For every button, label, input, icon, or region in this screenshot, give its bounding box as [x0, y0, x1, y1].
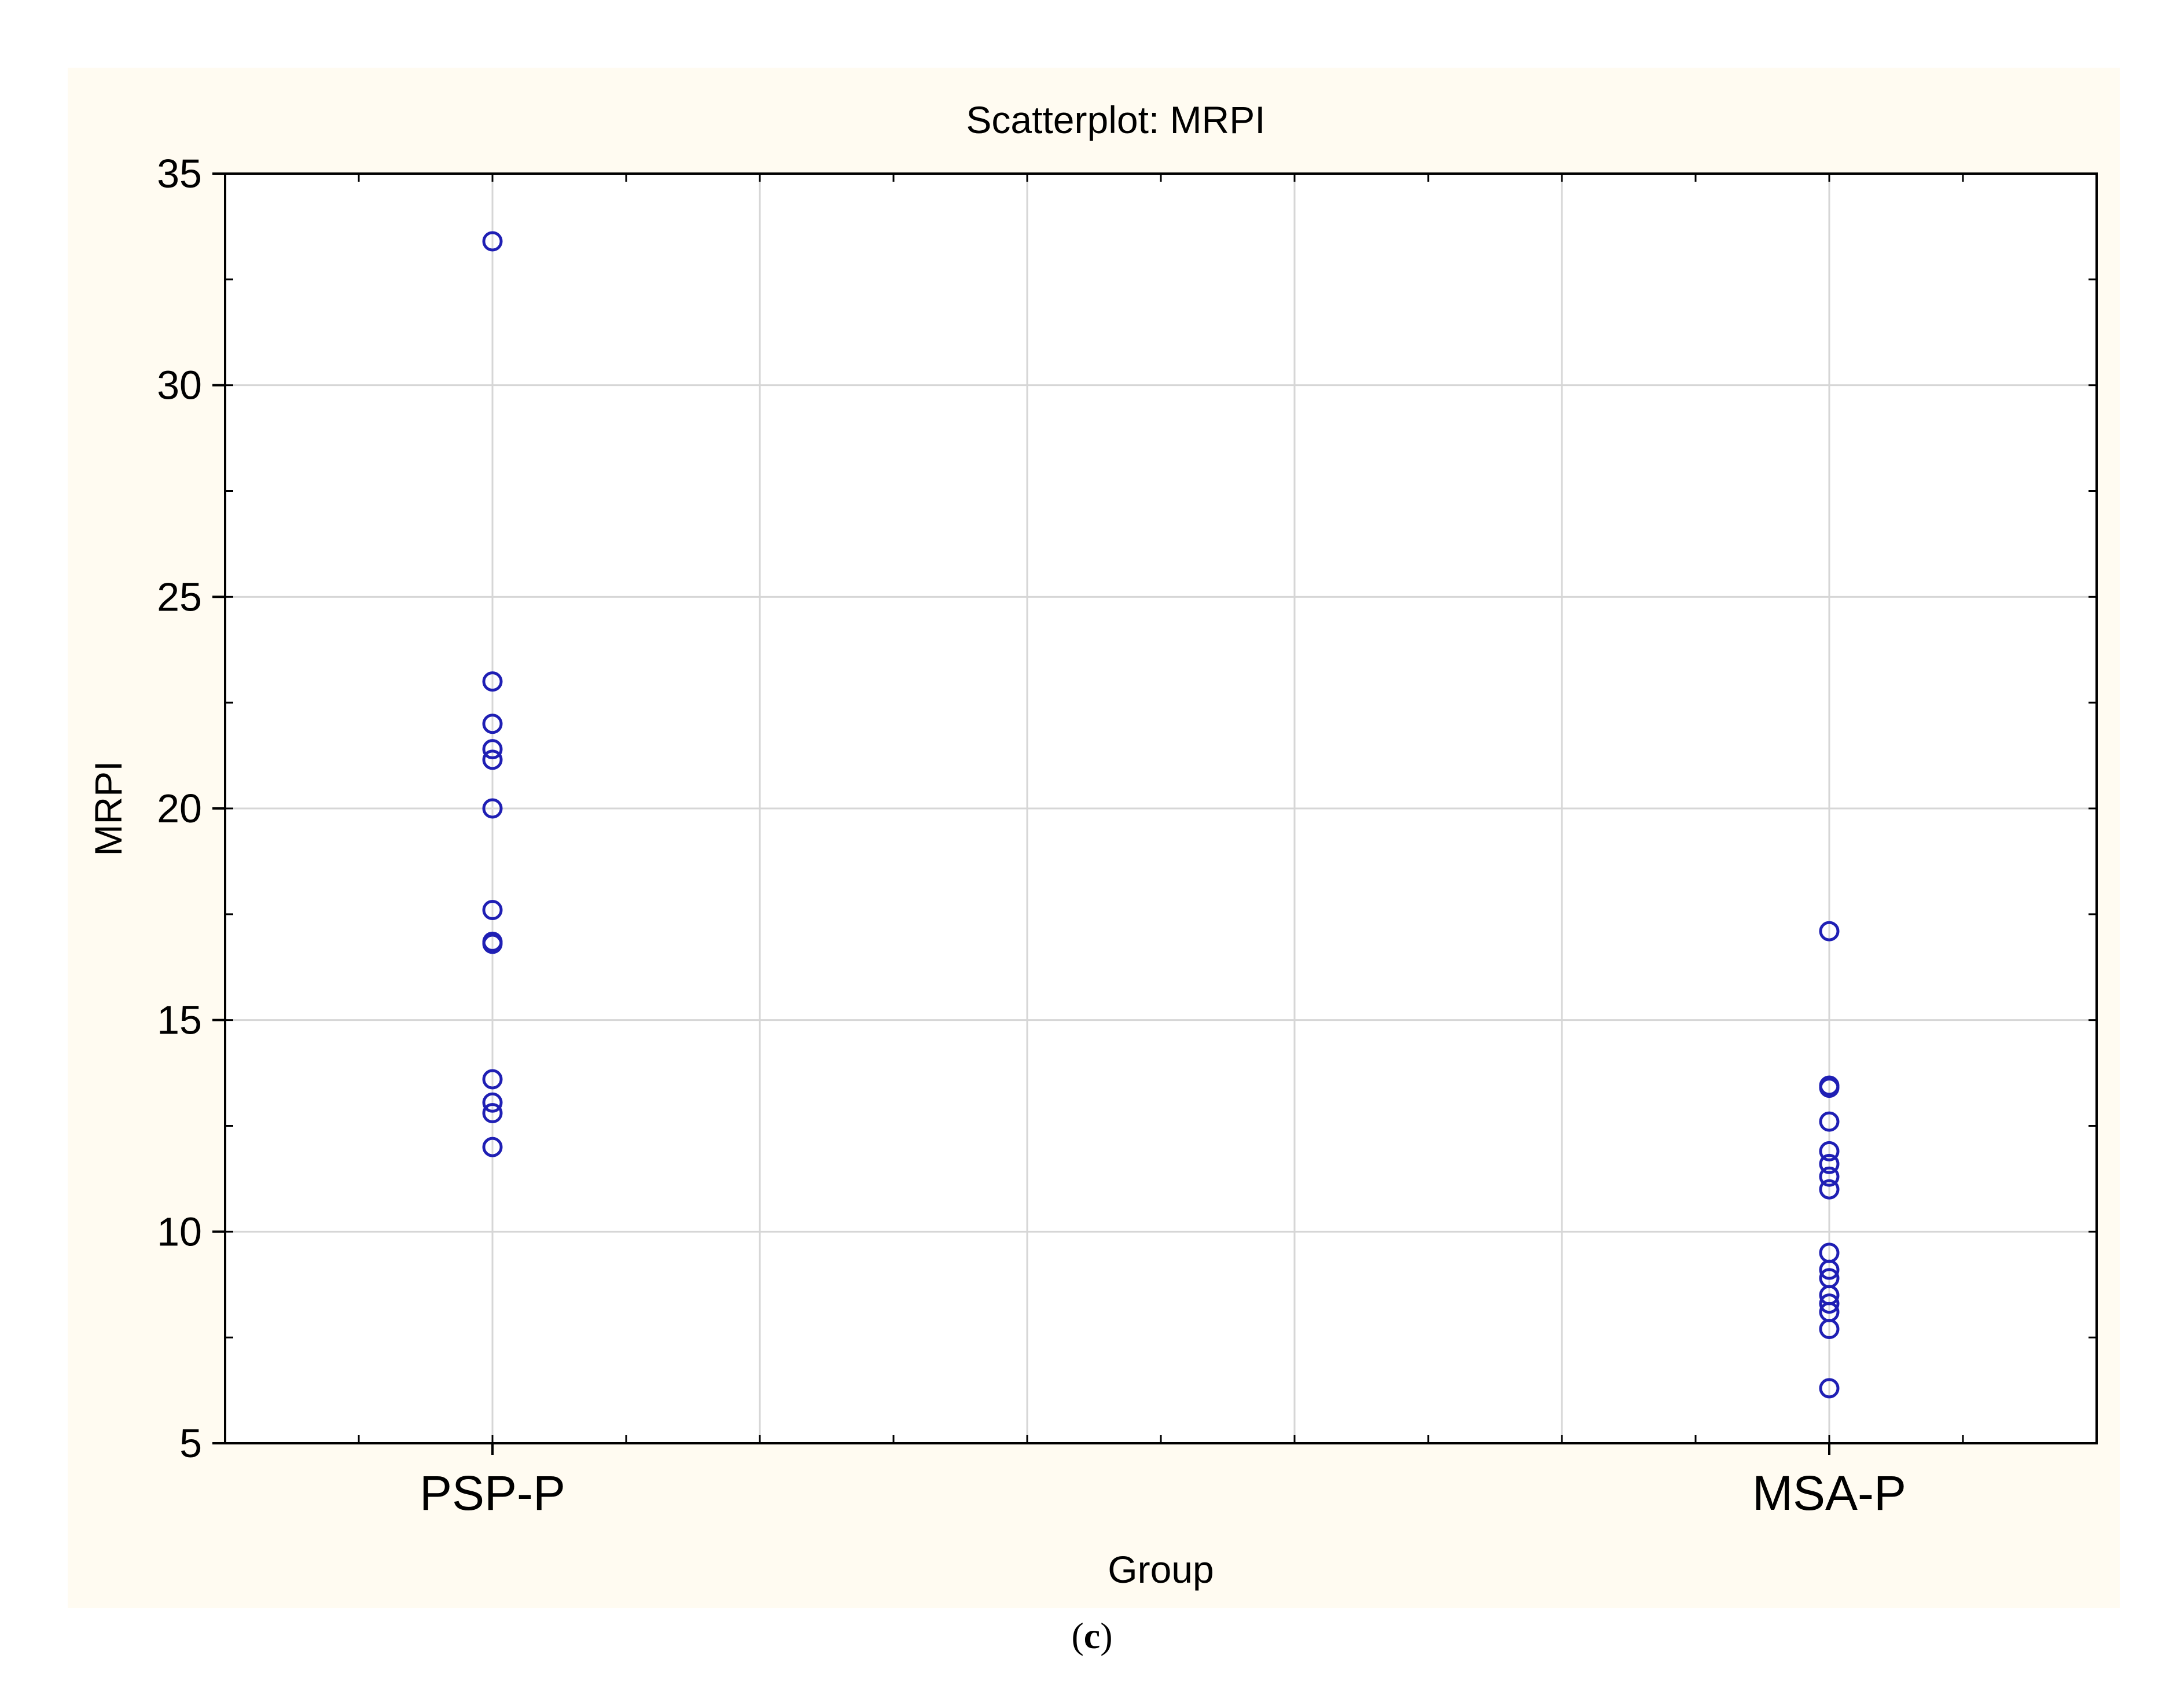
- y-tick-label: 25: [157, 574, 202, 619]
- data-point: [482, 1069, 503, 1090]
- data-point: [482, 798, 503, 819]
- data-point: [482, 231, 503, 252]
- y-tick-label: 15: [157, 998, 202, 1043]
- y-axis-ticks: 5 10 15 20 25 30 35: [157, 151, 225, 1466]
- panel-label: (c): [0, 1615, 2184, 1657]
- data-point: [1819, 1078, 1840, 1098]
- grid-lines: [225, 174, 2097, 1443]
- panel-label-letter: c: [1083, 1615, 1101, 1656]
- x-axis-ticks: PSP-P MSA-P: [420, 1443, 1906, 1520]
- data-point: [1819, 1111, 1840, 1132]
- data-point: [1819, 921, 1840, 942]
- data-point: [1819, 1378, 1840, 1399]
- data-point: [1819, 1166, 1840, 1187]
- x-tick-label: PSP-P: [420, 1466, 565, 1520]
- panel-label-open-paren: (: [1071, 1615, 1084, 1656]
- data-point: [482, 900, 503, 921]
- data-point: [482, 749, 503, 770]
- y-tick-label: 20: [157, 786, 202, 831]
- data-point: [482, 714, 503, 734]
- data-point: [482, 1103, 503, 1124]
- data-point: [1819, 1153, 1840, 1174]
- data-point: [482, 1137, 503, 1157]
- x-axis-label: Group: [1108, 1548, 1214, 1591]
- data-point: [482, 1092, 503, 1113]
- data-point: [482, 933, 503, 954]
- data-point: [1819, 1141, 1840, 1161]
- panel-label-close-paren: ): [1100, 1615, 1113, 1656]
- y-axis-label: MRPI: [87, 761, 130, 856]
- data-point: [1819, 1293, 1840, 1314]
- y-tick-label: 35: [157, 151, 202, 196]
- data-points: [482, 231, 1840, 1399]
- data-point: [482, 739, 503, 760]
- y-tick-label: 30: [157, 363, 202, 408]
- y-tick-label: 5: [179, 1421, 202, 1466]
- data-point: [1819, 1259, 1840, 1280]
- data-point: [1819, 1319, 1840, 1340]
- y-tick-label: 10: [157, 1209, 202, 1254]
- x-tick-label: MSA-P: [1752, 1466, 1906, 1520]
- data-point: [1819, 1179, 1840, 1200]
- chart-title: Scatterplot: MRPI: [966, 98, 1265, 141]
- data-point: [482, 671, 503, 692]
